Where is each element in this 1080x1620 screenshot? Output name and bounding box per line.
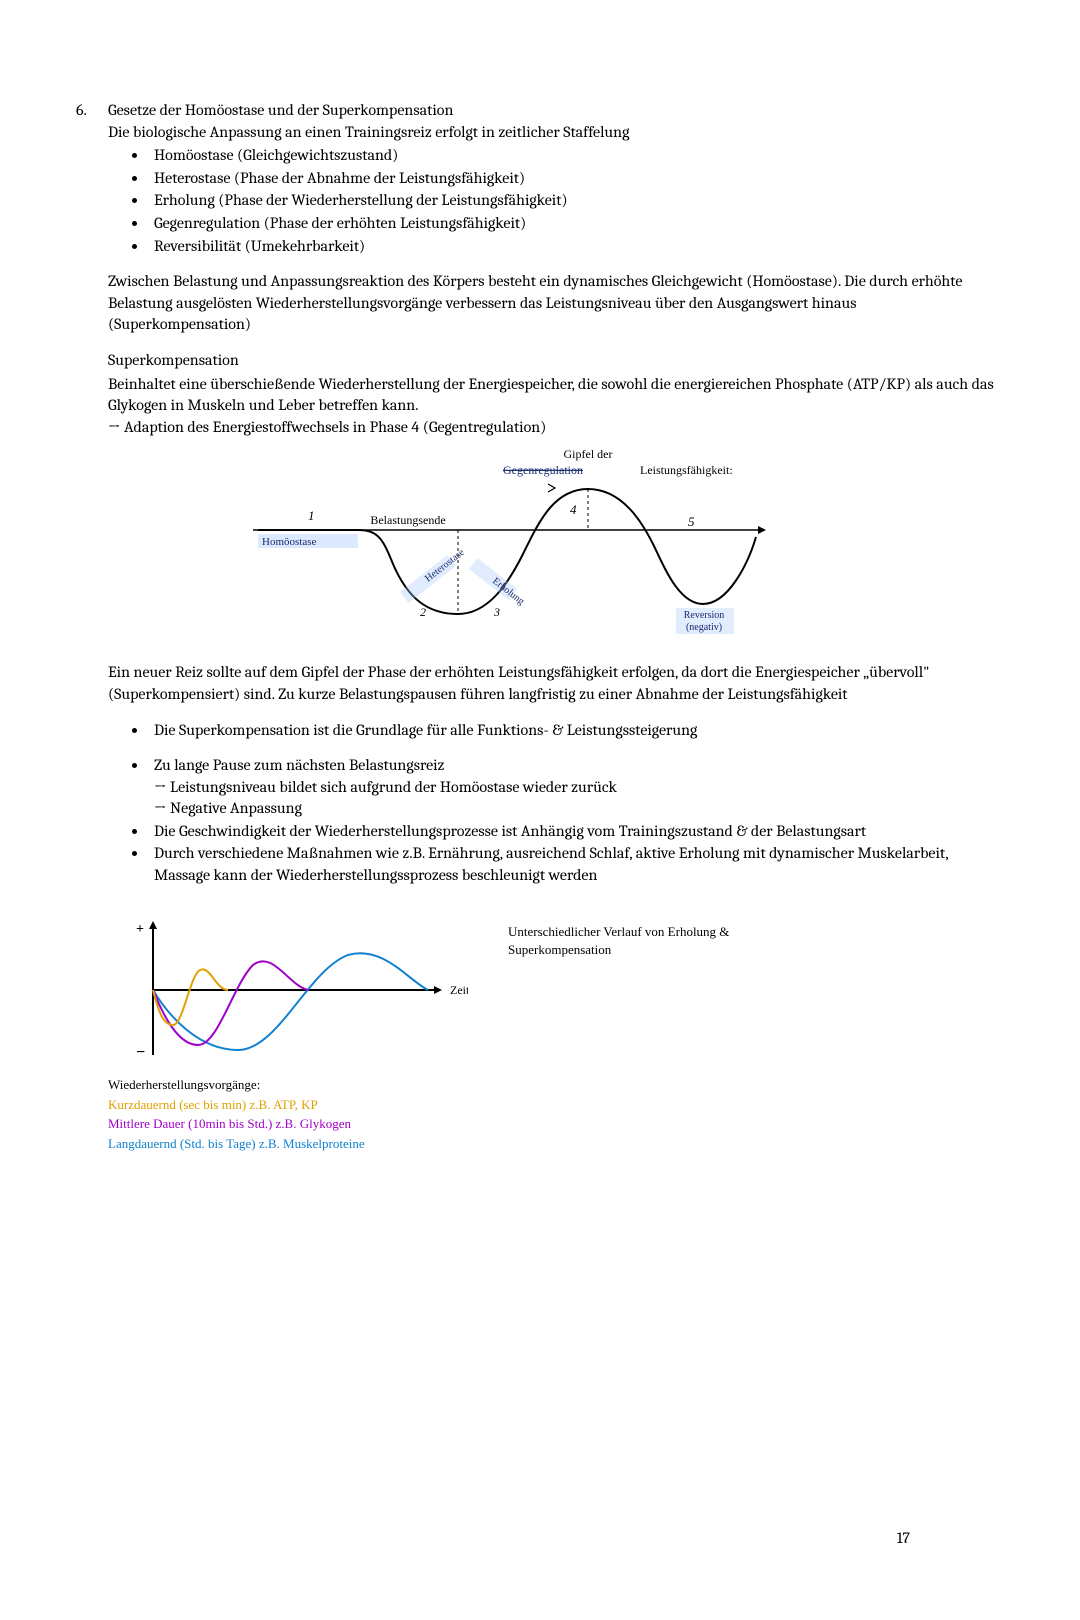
svg-text:Belastungsende: Belastungsende bbox=[370, 513, 445, 527]
svg-text:Heterostase: Heterostase bbox=[423, 547, 467, 585]
svg-text:Reversion: Reversion bbox=[684, 610, 725, 621]
recovery-diagram: + − Zeit Wiederherstellungsvorgänge: Kurzd… bbox=[108, 915, 468, 1154]
paragraph: Ein neuer Reiz sollte auf dem Gipfel der… bbox=[108, 662, 1000, 705]
legend-title: Wiederherstellungsvorgänge: bbox=[108, 1075, 468, 1095]
legend-item: Kurzdauernd (sec bis min) z.B. ATP, KP bbox=[108, 1095, 468, 1115]
list-item: Reversibilität (Umekehrbarkeit) bbox=[148, 236, 1000, 258]
item-title: Gesetze der Homöostase und der Superkomp… bbox=[108, 100, 1000, 122]
recovery-diagram-block: + − Zeit Wiederherstellungsvorgänge: Kurzd… bbox=[108, 915, 1000, 1154]
paragraph: Zwischen Belastung und Anpassungsreaktio… bbox=[108, 271, 1000, 336]
item-intro: Die biologische Anpassung an einen Train… bbox=[108, 122, 1000, 144]
arrow-line: → Negative Anpassung bbox=[154, 799, 302, 817]
numbered-item: 6. Gesetze der Homöostase und der Superk… bbox=[70, 100, 1000, 1153]
arrow-line: → Leistungsniveau bildet sich aufgrund d… bbox=[154, 778, 617, 796]
svg-text:4: 4 bbox=[570, 502, 577, 517]
supercompensation-diagram: Gipfel der Gegenregulation Leistungsfähigk… bbox=[108, 444, 1000, 644]
legend-item: Langdauernd (Std. bis Tage) z.B. Muskelp… bbox=[108, 1134, 468, 1154]
sub-text: Beinhaltet eine überschießende Wiederher… bbox=[108, 374, 1000, 417]
svg-text:Zeit: Zeit bbox=[450, 983, 468, 997]
svg-text:5: 5 bbox=[688, 514, 695, 529]
list-item: Gegenregulation (Phase der erhöhten Leis… bbox=[148, 213, 1000, 235]
phase-list: Homöostase (Gleichgewichtszustand) Heter… bbox=[108, 145, 1000, 257]
svg-text:+: + bbox=[136, 922, 144, 937]
list-item: Homöostase (Gleichgewichtszustand) bbox=[148, 145, 1000, 167]
diagram-legend: Wiederherstellungsvorgänge: Kurzdauernd … bbox=[108, 1075, 468, 1153]
arrow-line: → Adaption des Energiestoffwechsels in P… bbox=[108, 417, 1000, 439]
item-body: Gesetze der Homöostase und der Superkomp… bbox=[108, 100, 1000, 1153]
list-item-text: Zu lange Pause zum nächsten Belastungsre… bbox=[154, 756, 444, 774]
sub-heading: Superkompensation bbox=[108, 350, 1000, 372]
legend-item: Mittlere Dauer (10min bis Std.) z.B. Gly… bbox=[108, 1114, 468, 1134]
svg-text:Homöostase: Homöostase bbox=[262, 536, 317, 548]
list-item: Erholung (Phase der Wiederherstellung de… bbox=[148, 190, 1000, 212]
list-item: Die Geschwindigkeit der Wiederherstellun… bbox=[148, 821, 1000, 843]
list-item: Zu lange Pause zum nächsten Belastungsre… bbox=[148, 755, 1000, 820]
list-item: Die Superkompensation ist die Grundlage … bbox=[148, 720, 1000, 742]
svg-text:2: 2 bbox=[420, 605, 426, 619]
item-number: 6. bbox=[70, 100, 108, 122]
list-item: Durch verschiedene Maßnahmen wie z.B. Er… bbox=[148, 843, 1000, 886]
svg-text:3: 3 bbox=[493, 605, 500, 619]
svg-text:(negativ): (negativ) bbox=[686, 622, 722, 633]
svg-text:Gegenregulation: Gegenregulation bbox=[503, 463, 583, 477]
page-number: 17 bbox=[897, 1528, 910, 1550]
notes-list: Die Superkompensation ist die Grundlage … bbox=[108, 720, 1000, 887]
list-item: Heterostase (Phase der Abnahme der Leist… bbox=[148, 168, 1000, 190]
svg-text:1: 1 bbox=[308, 508, 315, 523]
diagram-caption: Unterschiedlicher Verlauf von Erholung &… bbox=[508, 923, 808, 959]
svg-text:−: − bbox=[136, 1044, 145, 1061]
svg-text:Gipfel der: Gipfel der bbox=[564, 447, 613, 461]
svg-text:Leistungsfähigkeit:: Leistungsfähigkeit: bbox=[640, 463, 733, 477]
